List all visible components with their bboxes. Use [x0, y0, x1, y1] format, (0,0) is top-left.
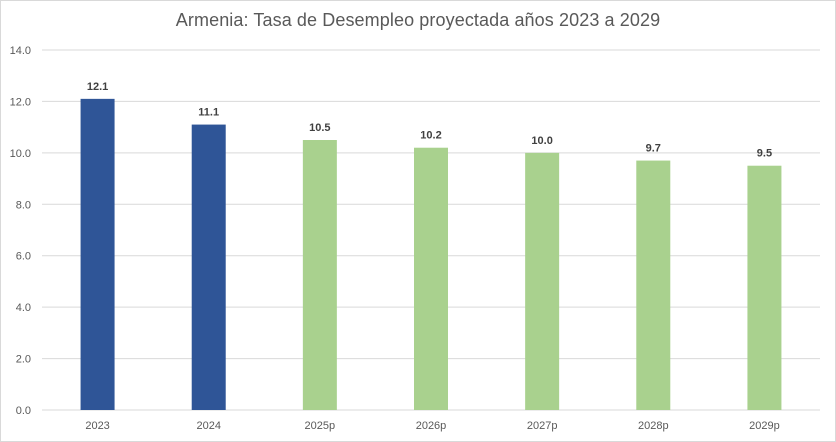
data-label: 10.2 [420, 130, 441, 142]
data-label: 11.1 [198, 107, 219, 119]
chart-title: Armenia: Tasa de Desempleo proyectada añ… [175, 10, 661, 30]
data-label: 12.1 [87, 81, 108, 93]
x-tick-label: 2025p [305, 420, 336, 432]
x-tick-label: 2023 [85, 420, 109, 432]
x-tick-label: 2026p [416, 420, 447, 432]
bar-2023 [80, 98, 115, 410]
data-label: 10.0 [531, 135, 552, 147]
data-label: 10.5 [309, 122, 330, 134]
y-tick-label: 12.0 [10, 96, 31, 108]
data-label: 9.5 [757, 148, 772, 160]
y-tick-label: 0.0 [16, 405, 31, 417]
data-label: 9.7 [646, 143, 661, 155]
x-tick-label: 2029p [749, 420, 780, 432]
x-tick-label: 2027p [527, 420, 558, 432]
bar-2028p [636, 160, 671, 410]
bar-2029p [747, 165, 782, 410]
y-tick-label: 14.0 [10, 45, 31, 57]
y-tick-label: 2.0 [16, 354, 31, 366]
bar-2027p [525, 152, 560, 410]
x-tick-label: 2028p [638, 420, 669, 432]
x-tick-label: 2024 [196, 420, 220, 432]
y-tick-label: 8.0 [16, 199, 31, 211]
bar-2024 [191, 124, 226, 411]
y-tick-label: 10.0 [10, 148, 31, 160]
y-tick-label: 4.0 [16, 302, 31, 314]
bar-2025p [302, 140, 337, 410]
y-tick-label: 6.0 [16, 251, 31, 263]
bar-2026p [414, 147, 448, 410]
